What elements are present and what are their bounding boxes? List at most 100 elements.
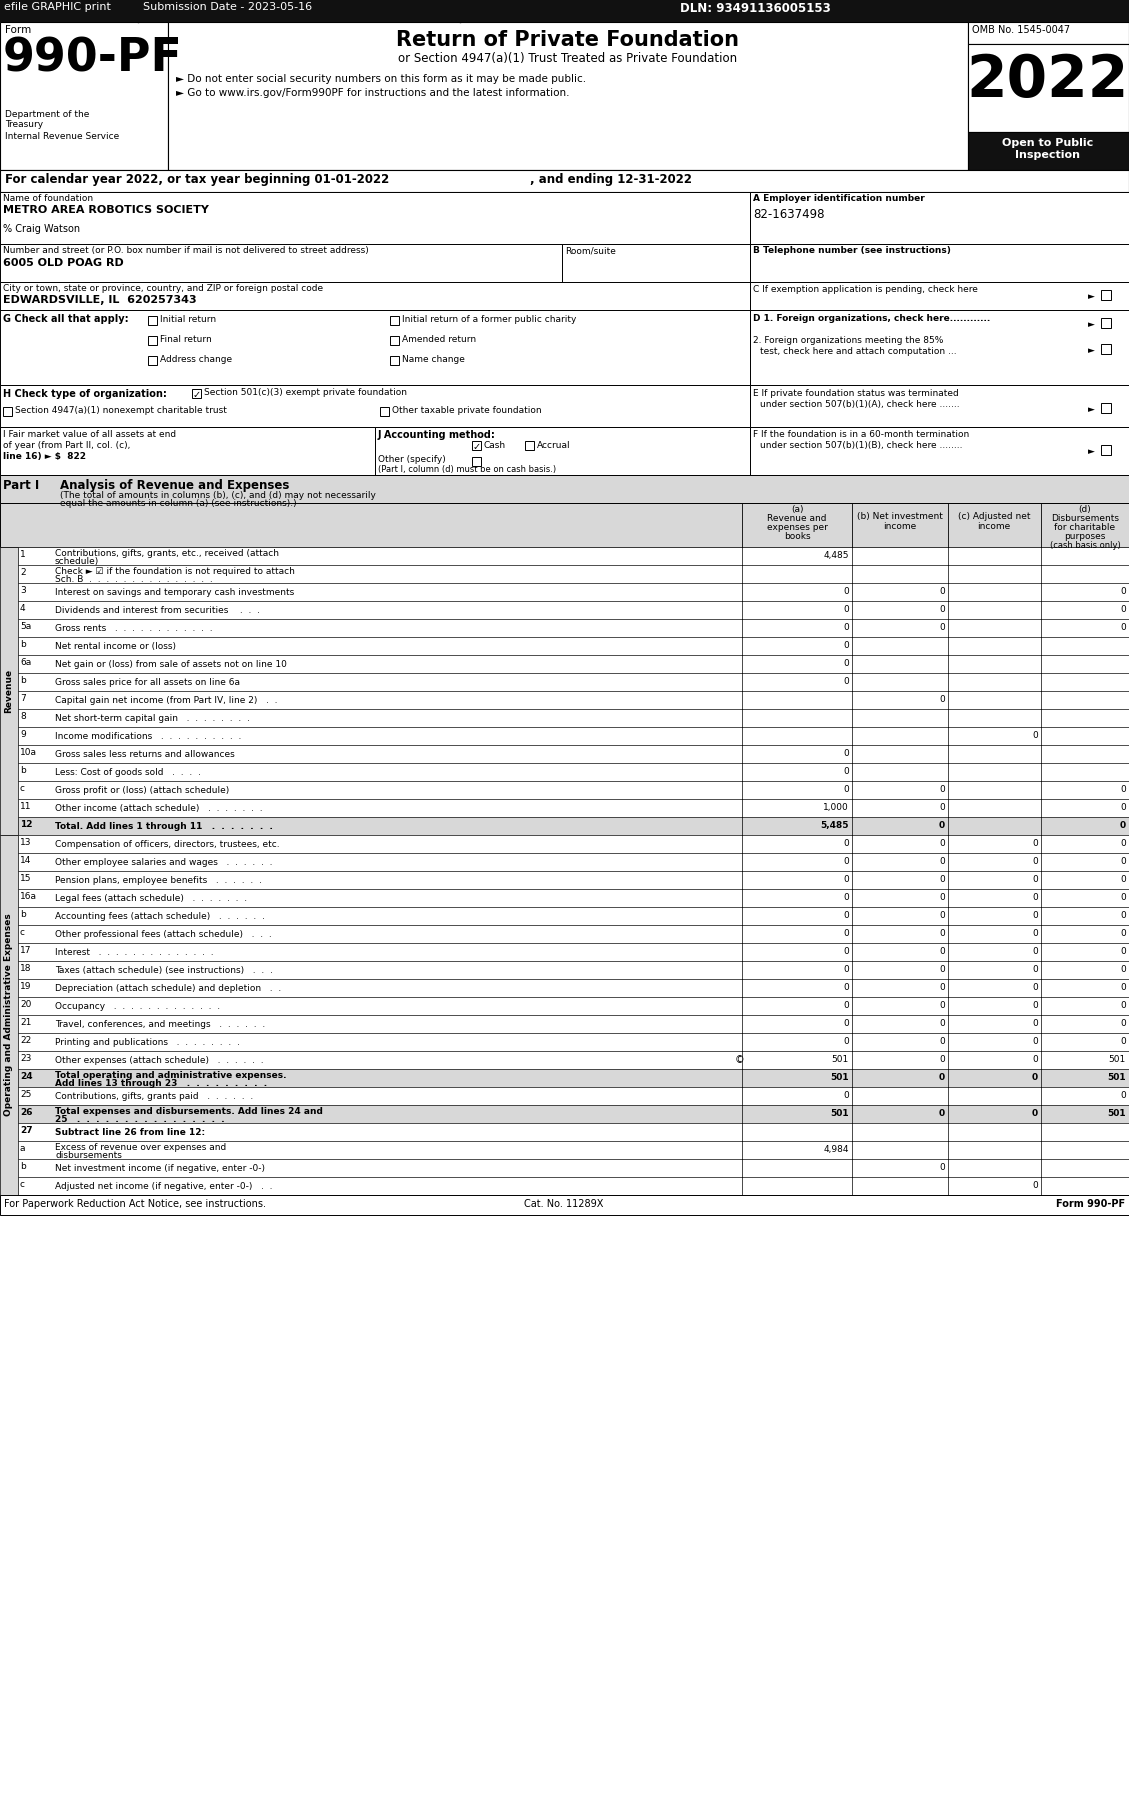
Text: 15: 15 bbox=[20, 874, 32, 883]
Text: 20: 20 bbox=[20, 1000, 32, 1009]
Text: Number and street (or P.O. box number if mail is not delivered to street address: Number and street (or P.O. box number if… bbox=[3, 246, 369, 255]
Text: equal the amounts in column (a) (see instructions).): equal the amounts in column (a) (see ins… bbox=[60, 500, 297, 509]
Text: 0: 0 bbox=[1120, 858, 1126, 867]
Text: 2022: 2022 bbox=[966, 52, 1129, 110]
Text: Other (specify): Other (specify) bbox=[378, 455, 446, 464]
Text: Gross sales price for all assets on line 6a: Gross sales price for all assets on line… bbox=[55, 678, 240, 687]
Text: 17: 17 bbox=[20, 946, 32, 955]
Text: 0: 0 bbox=[1120, 930, 1126, 939]
Text: 0: 0 bbox=[939, 1073, 945, 1082]
Text: 0: 0 bbox=[939, 586, 945, 595]
Text: 0: 0 bbox=[1032, 1019, 1038, 1028]
Text: for charitable: for charitable bbox=[1054, 523, 1115, 532]
Text: 0: 0 bbox=[1120, 948, 1126, 957]
Text: 0: 0 bbox=[843, 1001, 849, 1010]
Text: 0: 0 bbox=[939, 912, 945, 921]
Text: 0: 0 bbox=[939, 894, 945, 903]
Bar bbox=[18, 852, 1129, 870]
Text: 0: 0 bbox=[939, 840, 945, 849]
Text: Net investment income (if negative, enter -0-): Net investment income (if negative, ente… bbox=[55, 1163, 265, 1172]
Text: 0: 0 bbox=[1032, 840, 1038, 849]
Text: Name change: Name change bbox=[402, 354, 465, 363]
Text: b: b bbox=[20, 766, 26, 775]
Text: 0: 0 bbox=[939, 804, 945, 813]
Text: 0: 0 bbox=[1032, 1037, 1038, 1046]
Bar bbox=[968, 131, 1129, 171]
Text: 0: 0 bbox=[939, 1001, 945, 1010]
Text: Cash: Cash bbox=[484, 441, 506, 450]
Bar bbox=[0, 834, 18, 1196]
Text: ► Do not enter social security numbers on this form as it may be made public.: ► Do not enter social security numbers o… bbox=[176, 74, 586, 85]
Text: 0: 0 bbox=[843, 948, 849, 957]
Text: Gross profit or (loss) (attach schedule): Gross profit or (loss) (attach schedule) bbox=[55, 786, 229, 795]
Text: Net rental income or (loss): Net rental income or (loss) bbox=[55, 642, 176, 651]
Text: 0: 0 bbox=[1120, 586, 1126, 595]
Text: Depreciation (attach schedule) and depletion   .  .: Depreciation (attach schedule) and deple… bbox=[55, 984, 281, 992]
Bar bbox=[148, 356, 157, 365]
Text: Gross sales less returns and allowances: Gross sales less returns and allowances bbox=[55, 750, 235, 759]
Text: expenses per: expenses per bbox=[767, 523, 828, 532]
Text: 0: 0 bbox=[1120, 912, 1126, 921]
Text: 0: 0 bbox=[843, 876, 849, 885]
Bar bbox=[0, 475, 1129, 503]
Text: 0: 0 bbox=[939, 858, 945, 867]
Text: 23: 23 bbox=[20, 1054, 32, 1063]
Text: 0: 0 bbox=[1032, 1109, 1038, 1118]
Text: 0: 0 bbox=[1120, 622, 1126, 633]
Text: Room/suite: Room/suite bbox=[564, 246, 616, 255]
Bar bbox=[1101, 403, 1111, 414]
Text: 0: 0 bbox=[1120, 822, 1126, 831]
Text: 0: 0 bbox=[843, 1037, 849, 1046]
Text: 501: 501 bbox=[832, 1055, 849, 1064]
Bar bbox=[375, 426, 750, 475]
Text: Total expenses and disbursements. Add lines 24 and: Total expenses and disbursements. Add li… bbox=[55, 1108, 323, 1117]
Text: 0: 0 bbox=[939, 786, 945, 795]
Text: F If the foundation is in a 60-month termination: F If the foundation is in a 60-month ter… bbox=[753, 430, 970, 439]
Bar bbox=[18, 924, 1129, 942]
Text: 0: 0 bbox=[1032, 966, 1038, 975]
Text: 0: 0 bbox=[843, 894, 849, 903]
Bar bbox=[18, 960, 1129, 978]
Text: Cat. No. 11289X: Cat. No. 11289X bbox=[524, 1199, 604, 1208]
Text: 82-1637498: 82-1637498 bbox=[753, 209, 824, 221]
Text: a: a bbox=[20, 1144, 26, 1153]
Text: Form: Form bbox=[5, 25, 32, 34]
Bar bbox=[968, 22, 1129, 43]
Text: 0: 0 bbox=[1032, 912, 1038, 921]
Text: Revenue and: Revenue and bbox=[768, 514, 826, 523]
Bar bbox=[192, 388, 201, 397]
Text: 0: 0 bbox=[1032, 1181, 1038, 1190]
Text: c: c bbox=[20, 784, 25, 793]
Text: Name of foundation: Name of foundation bbox=[3, 194, 93, 203]
Text: % Craig Watson: % Craig Watson bbox=[3, 225, 80, 234]
Text: 0: 0 bbox=[939, 1037, 945, 1046]
Bar bbox=[562, 245, 750, 282]
Bar bbox=[18, 547, 1129, 565]
Text: D 1. Foreign organizations, check here............: D 1. Foreign organizations, check here..… bbox=[753, 315, 990, 324]
Text: under section 507(b)(1)(A), check here .......: under section 507(b)(1)(A), check here .… bbox=[760, 399, 960, 408]
Text: 0: 0 bbox=[843, 660, 849, 669]
Bar bbox=[390, 316, 399, 325]
Text: City or town, state or province, country, and ZIP or foreign postal code: City or town, state or province, country… bbox=[3, 284, 323, 293]
Text: Operating and Administrative Expenses: Operating and Administrative Expenses bbox=[5, 913, 14, 1117]
Bar bbox=[18, 816, 1129, 834]
Bar bbox=[18, 690, 1129, 708]
Text: 1,000: 1,000 bbox=[823, 804, 849, 813]
Text: G Check all that apply:: G Check all that apply: bbox=[3, 315, 129, 324]
Text: 27: 27 bbox=[20, 1126, 33, 1135]
Text: Inspection: Inspection bbox=[1015, 149, 1080, 160]
Text: Return of Private Foundation: Return of Private Foundation bbox=[396, 31, 739, 50]
Bar bbox=[18, 1088, 1129, 1106]
Bar bbox=[18, 672, 1129, 690]
Text: 4,485: 4,485 bbox=[823, 550, 849, 559]
Text: 0: 0 bbox=[1032, 894, 1038, 903]
Text: 0: 0 bbox=[939, 948, 945, 957]
Text: 19: 19 bbox=[20, 982, 32, 991]
Text: 25: 25 bbox=[20, 1090, 32, 1099]
Text: 501: 501 bbox=[1108, 1073, 1126, 1082]
Bar bbox=[0, 309, 750, 385]
Text: 0: 0 bbox=[1120, 804, 1126, 813]
Text: 0: 0 bbox=[1120, 786, 1126, 795]
Text: (Part I, column (d) must be on cash basis.): (Part I, column (d) must be on cash basi… bbox=[378, 466, 557, 475]
Bar bbox=[750, 245, 1129, 282]
